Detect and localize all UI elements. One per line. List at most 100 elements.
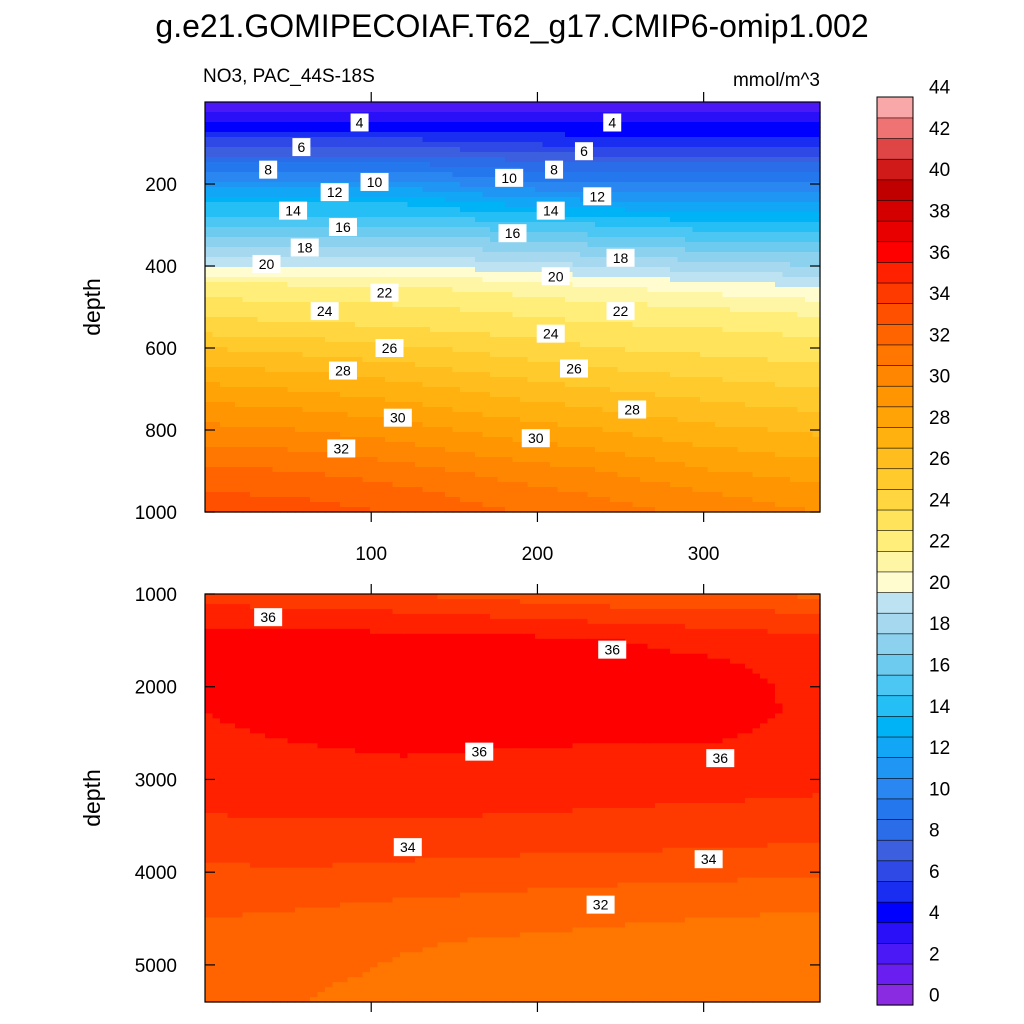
- field-cell: [662, 142, 671, 148]
- field-cell: [407, 222, 416, 228]
- field-cell: [685, 137, 694, 143]
- field-cell: [767, 132, 776, 138]
- field-cell: [445, 252, 454, 258]
- field-cell: [587, 332, 596, 338]
- field-cell: [722, 142, 731, 148]
- field-cell: [812, 217, 821, 223]
- field-cell: [340, 117, 349, 123]
- field-cell: [662, 292, 671, 298]
- field-cell: [625, 347, 634, 353]
- field-cell: [392, 192, 401, 198]
- field-cell: [212, 317, 221, 323]
- field-cell: [205, 282, 214, 288]
- field-cell: [392, 132, 401, 138]
- field-cell: [302, 347, 311, 353]
- field-cell: [265, 207, 274, 213]
- field-cell: [595, 252, 604, 258]
- field-cell: [595, 217, 604, 223]
- field-cell: [400, 222, 409, 228]
- field-cell: [235, 337, 244, 343]
- field-cell: [632, 332, 641, 338]
- field-cell: [452, 137, 461, 143]
- field-cell: [265, 112, 274, 118]
- field-cell: [610, 332, 619, 338]
- field-cell: [512, 302, 521, 308]
- field-cell: [355, 282, 364, 288]
- field-cell: [812, 122, 821, 128]
- field-cell: [242, 277, 251, 283]
- field-cell: [377, 222, 386, 228]
- field-cell: [205, 187, 214, 193]
- field-cell: [692, 207, 701, 213]
- field-cell: [505, 262, 514, 268]
- field-cell: [670, 142, 679, 148]
- field-cell: [310, 137, 319, 143]
- field-cell: [235, 392, 244, 398]
- field-cell: [265, 397, 274, 403]
- field-cell: [775, 347, 784, 353]
- field-cell: [677, 177, 686, 183]
- field-cell: [302, 192, 311, 198]
- field-cell: [265, 337, 274, 343]
- field-cell: [295, 262, 304, 268]
- field-cell: [340, 317, 349, 323]
- field-cell: [782, 292, 791, 298]
- field-cell: [805, 297, 814, 303]
- field-cell: [250, 222, 259, 228]
- field-cell: [220, 152, 229, 158]
- field-cell: [280, 252, 289, 258]
- field-cell: [812, 222, 821, 228]
- field-cell: [220, 272, 229, 278]
- field-cell: [370, 232, 379, 238]
- field-cell: [677, 342, 686, 348]
- field-cell: [655, 107, 664, 113]
- field-cell: [497, 142, 506, 148]
- field-cell: [235, 102, 244, 108]
- field-cell: [527, 237, 536, 243]
- field-cell: [685, 387, 694, 393]
- field-cell: [325, 157, 334, 163]
- field-cell: [745, 382, 754, 388]
- field-cell: [505, 327, 514, 333]
- field-cell: [640, 367, 649, 373]
- field-cell: [767, 357, 776, 363]
- field-cell: [767, 137, 776, 143]
- field-cell: [392, 212, 401, 218]
- field-cell: [557, 242, 566, 248]
- field-cell: [437, 167, 446, 173]
- field-cell: [737, 162, 746, 168]
- field-cell: [655, 397, 664, 403]
- field-cell: [287, 317, 296, 323]
- field-cell: [595, 162, 604, 168]
- field-cell: [295, 382, 304, 388]
- field-cell: [205, 347, 214, 353]
- field-cell: [805, 107, 814, 113]
- field-cell: [475, 397, 484, 403]
- field-cell: [355, 212, 364, 218]
- field-cell: [325, 342, 334, 348]
- field-cell: [490, 177, 499, 183]
- field-cell: [325, 347, 334, 353]
- field-cell: [595, 277, 604, 283]
- field-cell: [707, 297, 716, 303]
- field-cell: [302, 297, 311, 303]
- field-cell: [437, 237, 446, 243]
- field-cell: [617, 122, 626, 128]
- field-cell: [475, 312, 484, 318]
- field-cell: [340, 312, 349, 318]
- field-cell: [782, 277, 791, 283]
- field-cell: [272, 322, 281, 328]
- field-cell: [257, 212, 266, 218]
- field-cell: [280, 397, 289, 403]
- field-cell: [460, 162, 469, 168]
- field-cell: [235, 182, 244, 188]
- field-cell: [565, 387, 574, 393]
- field-cell: [212, 352, 221, 358]
- field-cell: [392, 237, 401, 243]
- field-cell: [595, 127, 604, 133]
- field-cell: [385, 312, 394, 318]
- field-cell: [535, 197, 544, 203]
- field-cell: [617, 202, 626, 208]
- field-cell: [572, 182, 581, 188]
- field-cell: [535, 262, 544, 268]
